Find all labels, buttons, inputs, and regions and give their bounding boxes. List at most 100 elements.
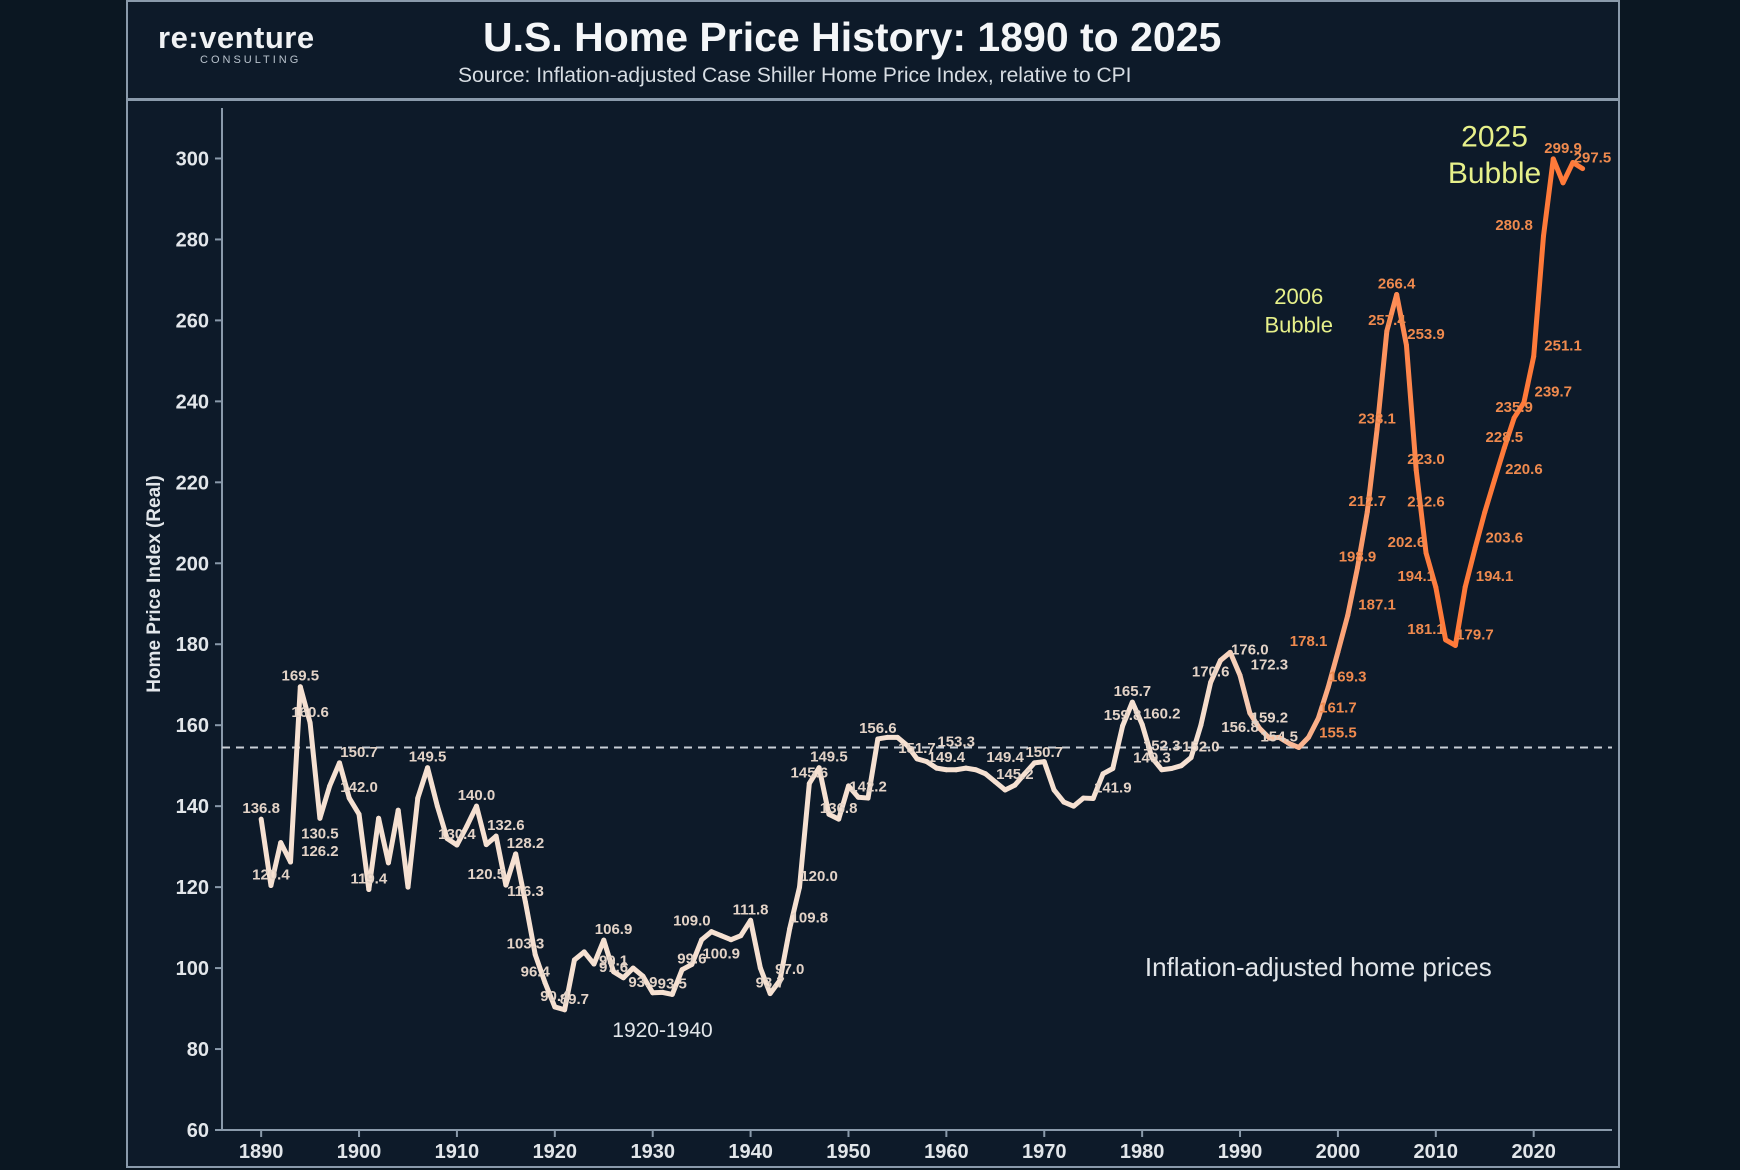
data-label: 149.5 [409, 749, 447, 766]
data-label: 141.9 [1094, 779, 1132, 796]
data-label: 109.8 [791, 909, 829, 926]
data-label: 187.1 [1358, 596, 1396, 613]
data-label: 160.2 [1143, 705, 1181, 722]
y-tick-label: 140 [176, 796, 209, 818]
series-segment [346, 795, 362, 817]
data-label: 106.9 [595, 921, 633, 938]
series-segment [385, 807, 401, 866]
data-label: 111.8 [733, 901, 769, 918]
data-label: 156.6 [859, 720, 897, 737]
series-segment [689, 937, 705, 967]
data-label: 145.2 [996, 766, 1034, 783]
series-segment [1550, 156, 1566, 186]
x-tick-label: 1910 [435, 1141, 480, 1163]
series-segment [1306, 715, 1321, 740]
series-segment [454, 823, 470, 848]
data-label: 150.7 [340, 744, 378, 761]
series-segment [1531, 233, 1546, 359]
data-label: 299.9 [1544, 140, 1582, 157]
series-segment [395, 807, 411, 890]
series-segment [1570, 160, 1586, 172]
series-segment [904, 742, 920, 762]
series-segment [1384, 291, 1400, 334]
series-segment [1120, 699, 1135, 729]
data-label: 297.5 [1574, 150, 1612, 167]
series-segment [1472, 509, 1488, 552]
chart-frame: re:venture CONSULTING U.S. Home Price Hi… [126, 0, 1620, 1168]
series-segment [1354, 509, 1370, 571]
x-tick-label: 1890 [239, 1141, 284, 1163]
data-label: 99.6 [677, 951, 706, 968]
data-label: 239.7 [1534, 384, 1572, 401]
y-tick-label: 180 [176, 634, 209, 656]
data-label: 220.6 [1505, 461, 1543, 478]
data-label: 178.1 [1290, 633, 1328, 650]
data-label: 120.4 [252, 867, 290, 884]
data-label: 149.5 [810, 749, 848, 766]
series-segment [816, 765, 832, 817]
series-segment [1394, 291, 1409, 348]
data-label: 176.0 [1231, 641, 1269, 658]
data-label: 93.9 [628, 974, 657, 991]
series-segment [836, 783, 851, 822]
data-label: 120.0 [800, 868, 838, 885]
data-label: 151.7 [898, 740, 936, 757]
series-segment [1325, 649, 1341, 691]
y-tick-label: 80 [187, 1039, 209, 1061]
series-segment [1501, 415, 1517, 451]
series-segment [503, 851, 519, 888]
data-label: 203.6 [1486, 530, 1524, 547]
y-tick-label: 260 [176, 310, 209, 332]
y-tick-label: 160 [176, 715, 209, 737]
series-segment [493, 833, 509, 888]
data-label: 172.3 [1251, 656, 1289, 673]
data-label: 136.8 [242, 800, 280, 817]
data-label: 120.5 [468, 866, 506, 883]
data-label: 140.0 [458, 787, 496, 804]
chart-annotation: Inflation-adjusted home prices [1145, 952, 1492, 982]
data-label: 228.5 [1486, 429, 1524, 446]
data-label: 136.8 [820, 800, 858, 817]
series-segment [1403, 342, 1419, 473]
series-segment [1198, 679, 1214, 728]
series-segment [317, 783, 333, 821]
data-label: 165.7 [1114, 683, 1152, 700]
data-label: 145.6 [791, 764, 829, 781]
data-label: 128.2 [507, 835, 545, 852]
data-label: 212.7 [1349, 493, 1387, 510]
data-label: 126.2 [301, 843, 339, 860]
series-segment [1315, 685, 1331, 721]
y-tick-label: 60 [187, 1120, 209, 1142]
series-segment [1423, 550, 1439, 590]
series-segment [1149, 755, 1165, 773]
series-segment [434, 803, 450, 842]
data-label: 152.0 [1182, 739, 1220, 756]
data-label: 235.9 [1495, 399, 1533, 416]
data-label: 212.6 [1407, 493, 1445, 510]
x-tick-label: 1930 [630, 1141, 675, 1163]
series-segment [1041, 759, 1057, 793]
series-segment [1247, 710, 1263, 731]
series-segment [1521, 353, 1537, 406]
data-label: 169.3 [1329, 669, 1367, 686]
data-label: 156.8 [1221, 719, 1259, 736]
series-segment [767, 977, 783, 997]
data-label: 280.8 [1495, 217, 1533, 234]
x-tick-label: 2020 [1511, 1141, 1556, 1163]
data-label: 153.3 [937, 733, 975, 750]
series-segment [513, 851, 528, 905]
data-label: 93.5 [658, 975, 687, 992]
data-label: 109.0 [673, 913, 711, 930]
chart-annotation: Bubble [1265, 313, 1334, 338]
data-label: 149.3 [1133, 750, 1171, 767]
data-label: 266.4 [1378, 275, 1416, 292]
data-label: 233.1 [1358, 410, 1396, 427]
series-segment [1511, 400, 1527, 421]
series-segment [1335, 612, 1351, 655]
data-label: 181.1 [1407, 621, 1445, 638]
data-label: 155.5 [1319, 724, 1357, 741]
y-tick-label: 220 [176, 472, 209, 494]
series-segment [640, 973, 656, 996]
y-tick-label: 240 [176, 391, 209, 413]
series-segment [601, 937, 617, 975]
